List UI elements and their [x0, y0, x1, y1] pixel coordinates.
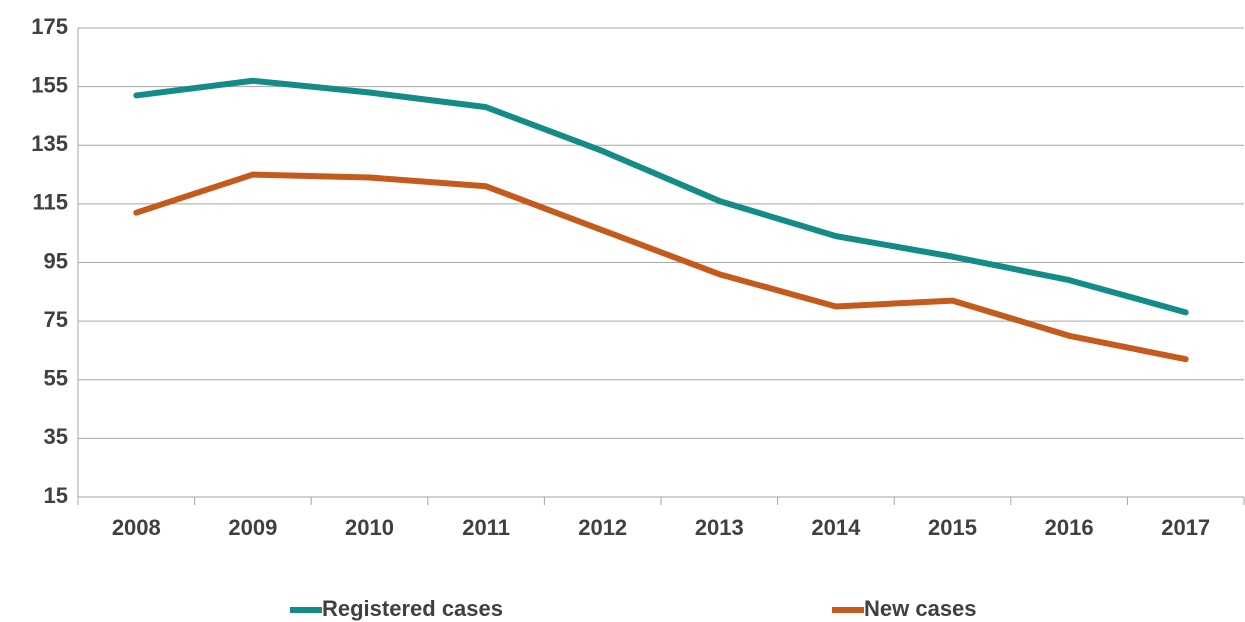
- series-line: [133, 77, 1189, 316]
- y-tick-label: 175: [31, 14, 68, 39]
- x-tick-label: 2014: [811, 515, 861, 540]
- x-tick-label: 2011: [462, 515, 510, 540]
- y-tick-label: 15: [44, 483, 68, 508]
- y-tick-label: 135: [31, 131, 68, 156]
- y-tick-label: 35: [44, 424, 68, 449]
- y-tick-label: 55: [44, 366, 68, 391]
- y-tick-label: 155: [31, 72, 68, 97]
- y-tick-label: 115: [33, 190, 69, 215]
- x-tick-label: 2013: [695, 515, 744, 540]
- legend-label: Registered cases: [322, 596, 503, 621]
- series-line: [133, 171, 1189, 363]
- x-tick-label: 2010: [345, 515, 394, 540]
- x-tick-label: 2009: [228, 515, 277, 540]
- y-tick-label: 95: [44, 248, 68, 273]
- x-tick-label: 2017: [1161, 515, 1210, 540]
- x-tick-label: 2015: [928, 515, 977, 540]
- x-tick-label: 2016: [1045, 515, 1094, 540]
- x-tick-label: 2008: [112, 515, 161, 540]
- y-tick-label: 75: [44, 307, 68, 332]
- x-tick-label: 2012: [578, 515, 627, 540]
- legend-label: New cases: [864, 596, 977, 621]
